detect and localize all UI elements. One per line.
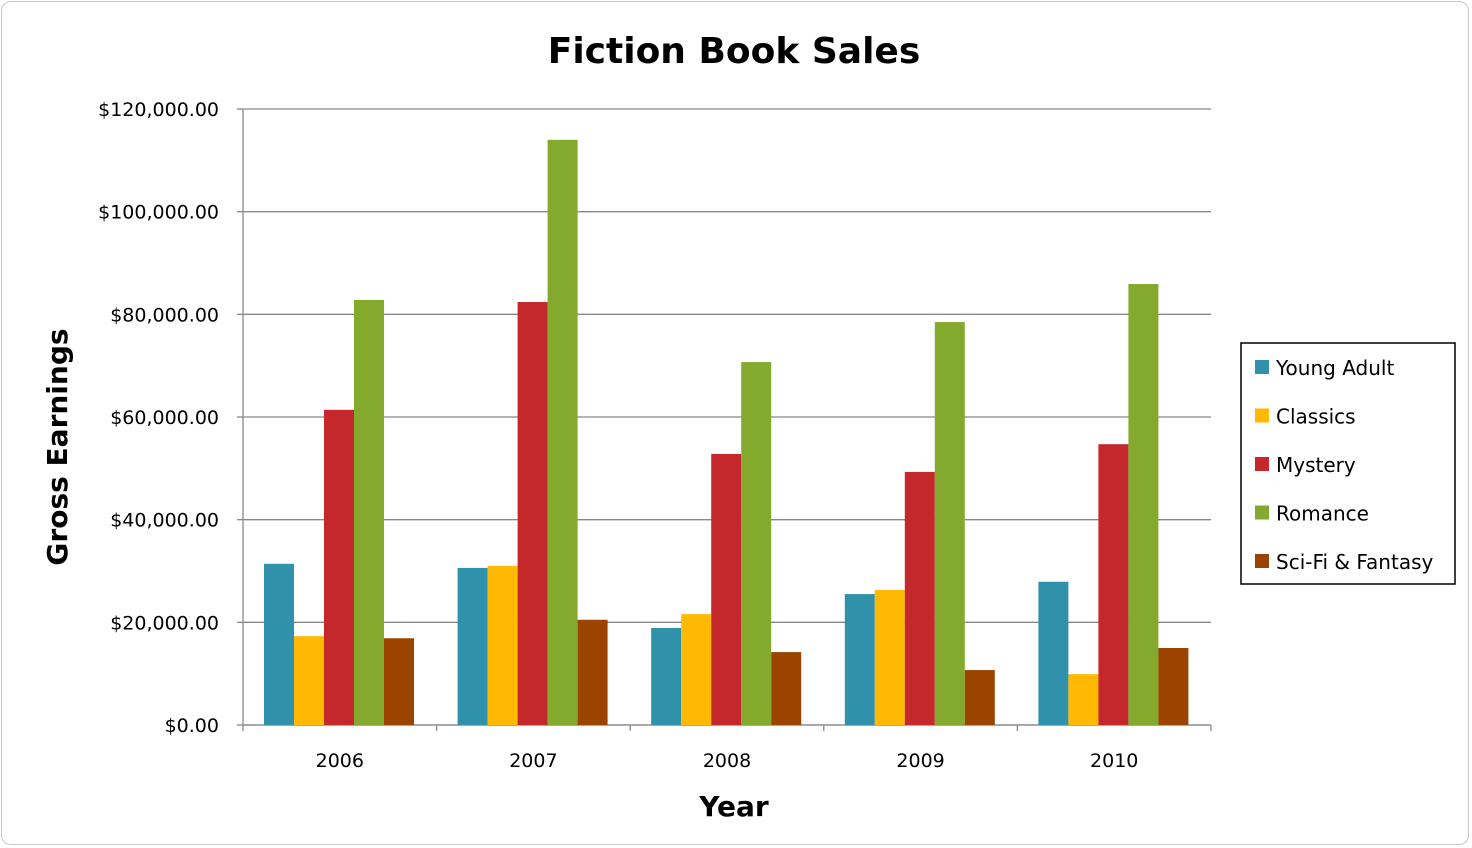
x-tick-label: 2008 <box>703 750 751 772</box>
legend-label: Romance <box>1276 502 1369 526</box>
x-tick-label: 2010 <box>1090 750 1138 772</box>
chart-title: Fiction Book Sales <box>548 31 921 72</box>
y-tick-label: $100,000.00 <box>98 202 219 224</box>
bar-sci-fi-fantasy-2010 <box>1158 648 1189 725</box>
legend: Young Adult Classics Mystery Romance Sci-Fi … <box>1240 342 1456 585</box>
legend-label: Sci-Fi & Fantasy <box>1276 550 1433 574</box>
bar-young-adult-2007 <box>457 567 488 725</box>
bar-sci-fi-fantasy-2009 <box>964 670 995 725</box>
bar-romance-2009 <box>934 322 965 725</box>
bar-sci-fi-fantasy-2007 <box>577 619 608 725</box>
bar-mystery-2007 <box>517 302 548 725</box>
y-axis-label: Gross Earnings <box>41 328 74 565</box>
y-tick-label: $20,000.00 <box>110 612 219 634</box>
x-tick-label: 2009 <box>896 750 944 772</box>
bar-mystery-2010 <box>1098 444 1129 725</box>
bar-young-adult-2009 <box>844 594 875 725</box>
bar-sci-fi-fantasy-2008 <box>771 652 802 725</box>
y-tick-label: $40,000.00 <box>110 510 219 532</box>
bar-mystery-2008 <box>711 453 742 725</box>
bar-classics-2010 <box>1068 674 1099 725</box>
bar-classics-2007 <box>487 565 518 725</box>
y-tick-label: $80,000.00 <box>110 304 219 326</box>
x-tick-label: 2007 <box>509 750 557 772</box>
bar-sci-fi-fantasy-2006 <box>384 638 414 725</box>
bar-romance-2010 <box>1128 284 1159 725</box>
bar-mystery-2006 <box>324 409 354 725</box>
bar-young-adult-2008 <box>651 627 682 725</box>
y-tick-label: $0.00 <box>165 715 219 737</box>
bar-classics-2009 <box>874 589 905 725</box>
bar-young-adult-2010 <box>1038 581 1069 725</box>
legend-label: Young Adult <box>1275 356 1394 380</box>
legend-swatch <box>1255 408 1269 423</box>
bar-classics-2008 <box>681 614 712 725</box>
legend-swatch <box>1255 554 1269 568</box>
legend-label: Classics <box>1276 405 1356 429</box>
x-tick-label: 2006 <box>316 750 364 772</box>
legend-swatch <box>1255 505 1269 520</box>
legend-label: Mystery <box>1276 453 1356 477</box>
legend-swatch <box>1255 457 1269 471</box>
legend-swatch <box>1255 360 1269 374</box>
bar-romance-2006 <box>354 299 384 725</box>
y-tick-label: $60,000.00 <box>110 407 219 429</box>
x-axis-label: Year <box>698 790 769 823</box>
y-tick-label: $120,000.00 <box>98 99 219 121</box>
legend-box <box>1240 342 1456 585</box>
bar-romance-2007 <box>547 139 578 726</box>
bar-young-adult-2006 <box>264 563 294 725</box>
bar-romance-2008 <box>741 362 772 725</box>
bar-classics-2006 <box>294 636 324 725</box>
bar-mystery-2009 <box>904 471 935 725</box>
